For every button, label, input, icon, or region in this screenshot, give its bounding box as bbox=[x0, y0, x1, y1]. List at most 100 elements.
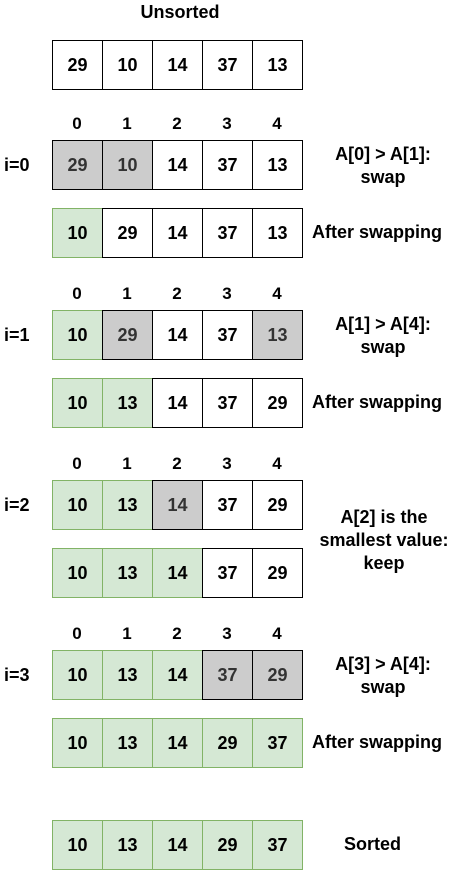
array-cell: 14 bbox=[152, 310, 203, 360]
array-cell: 37 bbox=[252, 820, 303, 870]
compare-array: 10 13 14 37 29 bbox=[52, 480, 303, 530]
array-cell: 37 bbox=[202, 40, 253, 90]
index-label: 0 bbox=[72, 454, 82, 473]
note-line: A[2] is the bbox=[340, 507, 428, 527]
result-array: 10 29 14 37 13 bbox=[52, 208, 303, 258]
note-line: keep bbox=[363, 553, 405, 573]
array-cell: 29 bbox=[202, 820, 253, 870]
note-line: swap bbox=[360, 677, 406, 697]
diagram-title: Unsorted bbox=[140, 2, 220, 22]
note-line: swap bbox=[360, 167, 406, 187]
result-array: 10 13 14 29 37 bbox=[52, 718, 303, 768]
array-cell: 13 bbox=[102, 718, 153, 768]
index-label: 2 bbox=[172, 624, 182, 643]
index-labels: 0 1 2 3 4 bbox=[52, 284, 302, 304]
array-cell: 14 bbox=[152, 40, 203, 90]
note-line: A[0] > A[1]: bbox=[335, 144, 431, 164]
array-cell: 37 bbox=[202, 480, 253, 530]
array-cell: 13 bbox=[102, 548, 153, 598]
sorted-array: 10 13 14 29 37 bbox=[52, 820, 303, 870]
index-label: 1 bbox=[122, 114, 132, 133]
array-cell: 37 bbox=[202, 208, 253, 258]
array-cell: 13 bbox=[252, 40, 303, 90]
array-cell: 29 bbox=[52, 140, 103, 190]
array-cell: 29 bbox=[252, 548, 303, 598]
index-label: 2 bbox=[172, 284, 182, 303]
index-label: 0 bbox=[72, 114, 82, 133]
array-cell: 29 bbox=[102, 310, 153, 360]
note-line: A[3] > A[4]: bbox=[335, 654, 431, 674]
step-note: A[0] > A[1]: swap bbox=[308, 143, 458, 189]
index-label: 0 bbox=[72, 624, 82, 643]
index-label: 4 bbox=[272, 284, 282, 303]
index-label: 2 bbox=[172, 454, 182, 473]
step-note: A[2] is the smallest value: keep bbox=[308, 506, 460, 575]
array-cell: 10 bbox=[52, 718, 103, 768]
array-cell: 37 bbox=[202, 548, 253, 598]
array-cell: 37 bbox=[202, 378, 253, 428]
array-cell: 37 bbox=[202, 140, 253, 190]
index-label: 1 bbox=[122, 454, 132, 473]
compare-array: 10 13 14 37 29 bbox=[52, 650, 303, 700]
result-array: 10 13 14 37 29 bbox=[52, 548, 303, 598]
array-cell: 10 bbox=[102, 140, 153, 190]
array-cell: 13 bbox=[252, 140, 303, 190]
result-array: 10 13 14 37 29 bbox=[52, 378, 303, 428]
array-cell: 13 bbox=[102, 650, 153, 700]
array-cell: 13 bbox=[252, 310, 303, 360]
sorted-label: Sorted bbox=[344, 834, 402, 854]
index-labels: 0 1 2 3 4 bbox=[52, 454, 302, 474]
note-line: smallest value: bbox=[319, 530, 449, 550]
index-label: 4 bbox=[272, 114, 282, 133]
note-line: swap bbox=[360, 337, 406, 357]
index-label: 3 bbox=[222, 624, 232, 643]
iteration-label: i=1 bbox=[4, 325, 30, 345]
unsorted-array: 29 10 14 37 13 bbox=[52, 40, 303, 90]
array-cell: 13 bbox=[102, 480, 153, 530]
index-label: 4 bbox=[272, 454, 282, 473]
step-note: A[3] > A[4]: swap bbox=[308, 653, 458, 699]
index-label: 1 bbox=[122, 624, 132, 643]
array-cell: 14 bbox=[152, 548, 203, 598]
index-label: 1 bbox=[122, 284, 132, 303]
step-note: A[1] > A[4]: swap bbox=[308, 313, 458, 359]
array-cell: 29 bbox=[252, 480, 303, 530]
compare-array: 29 10 14 37 13 bbox=[52, 140, 303, 190]
array-cell: 29 bbox=[52, 40, 103, 90]
index-label: 3 bbox=[222, 454, 232, 473]
array-cell: 37 bbox=[252, 718, 303, 768]
array-cell: 14 bbox=[152, 718, 203, 768]
iteration-label: i=0 bbox=[4, 155, 30, 175]
index-label: 0 bbox=[72, 284, 82, 303]
array-cell: 14 bbox=[152, 208, 203, 258]
array-cell: 37 bbox=[202, 310, 253, 360]
array-cell: 14 bbox=[152, 480, 203, 530]
array-cell: 10 bbox=[52, 820, 103, 870]
index-labels: 0 1 2 3 4 bbox=[52, 624, 302, 644]
array-cell: 10 bbox=[102, 40, 153, 90]
array-cell: 13 bbox=[102, 378, 153, 428]
array-cell: 10 bbox=[52, 378, 103, 428]
array-cell: 29 bbox=[252, 650, 303, 700]
index-label: 3 bbox=[222, 284, 232, 303]
array-cell: 29 bbox=[202, 718, 253, 768]
note-line: A[1] > A[4]: bbox=[335, 314, 431, 334]
after-swapping-label: After swapping bbox=[312, 732, 443, 752]
array-cell: 10 bbox=[52, 548, 103, 598]
iteration-label: i=3 bbox=[4, 665, 30, 685]
array-cell: 10 bbox=[52, 650, 103, 700]
array-cell: 14 bbox=[152, 140, 203, 190]
array-cell: 14 bbox=[152, 820, 203, 870]
array-cell: 14 bbox=[152, 650, 203, 700]
index-labels: 0 1 2 3 4 bbox=[52, 114, 302, 134]
array-cell: 10 bbox=[52, 310, 103, 360]
after-swapping-label: After swapping bbox=[312, 392, 443, 412]
array-cell: 29 bbox=[102, 208, 153, 258]
index-label: 4 bbox=[272, 624, 282, 643]
array-cell: 13 bbox=[252, 208, 303, 258]
index-label: 2 bbox=[172, 114, 182, 133]
index-label: 3 bbox=[222, 114, 232, 133]
array-cell: 14 bbox=[152, 378, 203, 428]
compare-array: 10 29 14 37 13 bbox=[52, 310, 303, 360]
array-cell: 10 bbox=[52, 480, 103, 530]
